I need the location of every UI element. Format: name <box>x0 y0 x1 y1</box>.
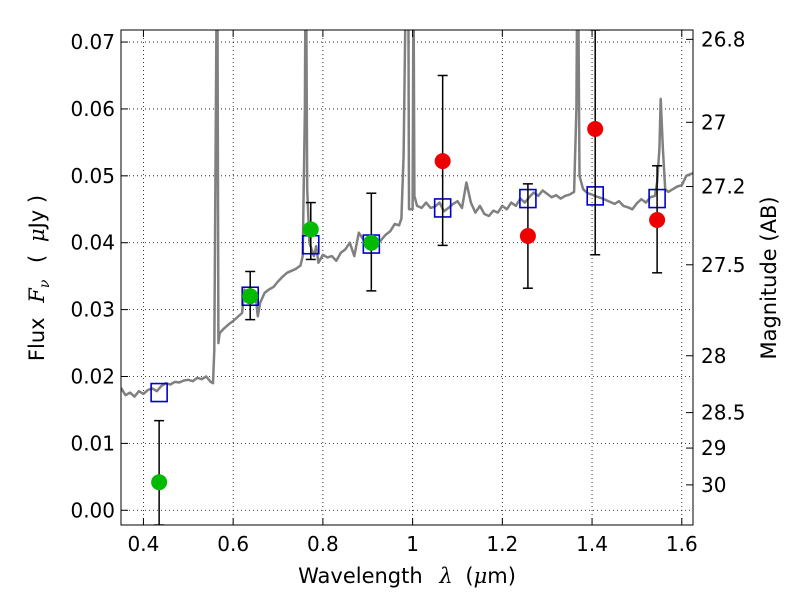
template-spectrum-line <box>121 30 693 398</box>
y2-tick-label: 28.5 <box>701 401 746 425</box>
axes: 0.4 0.6 0.8 1 1.2 1.4 1.6 0.00 0.01 0.02 0.03 0.04 0… <box>70 27 745 556</box>
green-data-point <box>363 234 380 251</box>
x-tick-label: 1.2 <box>486 532 518 556</box>
x-tick-label: 1 <box>406 532 419 556</box>
y-axis-subscript: ν <box>37 279 53 288</box>
grid <box>121 30 693 525</box>
red-data-point <box>587 121 604 137</box>
y-axis-label-text: Flux <box>25 317 49 361</box>
y-tick-label: 0.07 <box>70 30 115 54</box>
green-data-point <box>302 221 319 238</box>
red-data-point <box>649 211 666 228</box>
x-tick-label: 0.8 <box>307 532 339 556</box>
x-tick-label: 0.4 <box>128 532 160 556</box>
x-axis-unit-open: ( <box>465 564 473 588</box>
y-tick-label: 0.04 <box>70 231 115 255</box>
y2-tick-label: 27 <box>701 110 726 134</box>
y2-tick-label: 29 <box>701 436 726 460</box>
y2-tick-label: 30 <box>701 473 726 497</box>
y-axis-unit-rest: Jy ) <box>25 195 49 231</box>
green-data-point <box>151 474 168 491</box>
plot-area <box>121 30 693 525</box>
green-data-point <box>242 288 259 305</box>
x-axis-symbol: λ <box>438 564 452 588</box>
x-axis-label: Wavelength λ (μm) <box>298 564 516 588</box>
x-axis-unit-mu: μ <box>474 564 488 588</box>
y-tick-label: 0.06 <box>70 97 115 121</box>
x-axis-unit-rest: m) <box>487 564 516 588</box>
y-tick-label: 0.00 <box>70 498 115 522</box>
red-data-point <box>519 228 536 245</box>
y-axis-label: Flux Fν ( μJy ) <box>25 195 54 361</box>
y-axis-unit-mu: μ <box>25 228 49 242</box>
x-axis-label-text: Wavelength <box>298 564 423 588</box>
y-tick-label: 0.02 <box>70 365 115 389</box>
y2-tick-label: 27.2 <box>701 175 746 199</box>
y2-axis-label: Magnitude (AB) <box>757 196 781 359</box>
y-tick-label: 0.01 <box>70 431 115 455</box>
red-data-point <box>434 153 451 170</box>
y2-tick-label: 27.5 <box>701 253 746 277</box>
model-photometry-square <box>150 382 168 403</box>
y2-tick-label: 28 <box>701 344 726 368</box>
x-tick-label: 1.4 <box>576 532 608 556</box>
y-axis-symbol: F <box>25 287 49 304</box>
y2-tick-label: 26.8 <box>701 27 746 51</box>
x-tick-label: 1.6 <box>666 532 698 556</box>
y-tick-label: 0.05 <box>70 164 115 188</box>
x-tick-label: 0.6 <box>217 532 249 556</box>
y-tick-label: 0.03 <box>70 298 115 322</box>
y-axis-unit-open: ( <box>25 255 49 263</box>
plot-frame <box>120 29 694 526</box>
